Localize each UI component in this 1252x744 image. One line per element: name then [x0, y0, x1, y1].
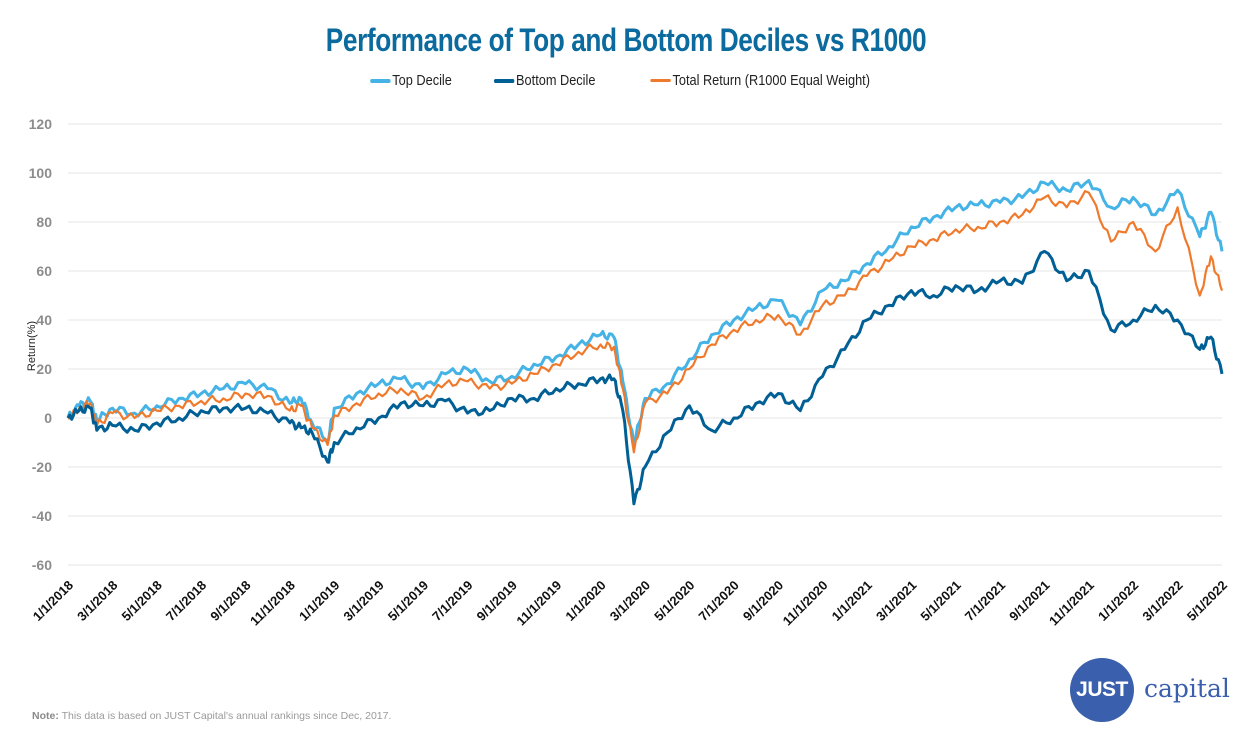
series-lines [66, 178, 1224, 506]
x-tick-label: 7/1/2018 [163, 578, 209, 624]
logo-wordmark: capital [1144, 673, 1230, 703]
x-tick-label: 3/1/2021 [873, 578, 919, 624]
x-tick-label: 11/1/2019 [513, 578, 564, 629]
legend-item-top-decile[interactable]: Top Decile [370, 72, 452, 89]
x-axis-ticks: 1/1/20183/1/20185/1/20187/1/20189/1/2018… [30, 578, 1230, 629]
legend-item-bottom-decile[interactable]: Bottom Decile [494, 72, 596, 89]
legend-swatch-total-return [649, 79, 671, 82]
x-tick-label: 1/1/2018 [30, 578, 76, 624]
logo-mark: JUST [1070, 658, 1134, 722]
y-tick-label: -40 [32, 508, 52, 524]
legend: Top Decile Bottom Decile Total Return (R… [0, 72, 1252, 89]
legend-label: Bottom Decile [516, 72, 596, 89]
x-tick-label: 5/1/2020 [651, 578, 697, 624]
series-line-top-decile [66, 178, 1224, 447]
x-tick-label: 3/1/2019 [340, 578, 386, 624]
x-tick-label: 1/1/2021 [829, 578, 875, 624]
y-tick-label: 40 [36, 312, 52, 328]
y-tick-label: 60 [36, 263, 52, 279]
note-label: Note: [32, 710, 59, 722]
x-tick-label: 11/1/2020 [780, 578, 831, 629]
x-tick-label: 7/1/2019 [429, 578, 475, 624]
y-tick-label: -20 [32, 459, 52, 475]
series-line-total-return-r1000-equal-weight- [67, 190, 1224, 454]
x-tick-label: 1/1/2019 [296, 578, 342, 624]
x-tick-label: 1/1/2020 [562, 578, 608, 624]
y-tick-label: 0 [44, 410, 52, 426]
legend-label: Top Decile [392, 72, 452, 89]
legend-label: Total Return (R1000 Equal Weight) [672, 72, 870, 89]
x-tick-label: 7/1/2020 [695, 578, 741, 624]
footnote: Note: This data is based on JUST Capital… [32, 710, 391, 722]
just-capital-logo: JUST capital [1070, 658, 1230, 722]
note-text: This data is based on JUST Capital's ann… [58, 710, 392, 722]
y-tick-label: 100 [29, 165, 53, 181]
chart-title: Performance of Top and Bottom Deciles vs… [325, 22, 927, 58]
x-tick-label: 7/1/2021 [962, 578, 1008, 624]
x-tick-label: 1/1/2022 [1095, 578, 1141, 624]
legend-item-total-return[interactable]: Total Return (R1000 Equal Weight) [649, 72, 870, 89]
y-tick-label: 80 [36, 214, 52, 230]
series-line-bottom-decile [66, 249, 1224, 506]
x-tick-label: 5/1/2019 [385, 578, 431, 624]
x-tick-label: 11/1/2018 [247, 578, 298, 629]
x-tick-label: 5/1/2018 [118, 578, 164, 624]
y-axis-ticks: 120 100 80 60 40 20 0 -20 -40 -60 [29, 116, 53, 573]
x-tick-label: 3/1/2020 [607, 578, 653, 624]
legend-swatch-bottom-decile [494, 78, 515, 83]
x-tick-label: 5/1/2022 [1184, 578, 1230, 624]
x-tick-label: 11/1/2021 [1046, 578, 1097, 629]
y-tick-label: -60 [32, 557, 52, 573]
x-tick-label: 3/1/2022 [1139, 578, 1185, 624]
x-tick-label: 3/1/2018 [74, 578, 120, 624]
y-tick-label: 120 [29, 116, 53, 132]
legend-swatch-top-decile [370, 78, 391, 83]
gridlines [68, 123, 1222, 566]
x-tick-label: 5/1/2021 [917, 578, 963, 624]
y-tick-label: 20 [36, 361, 52, 377]
